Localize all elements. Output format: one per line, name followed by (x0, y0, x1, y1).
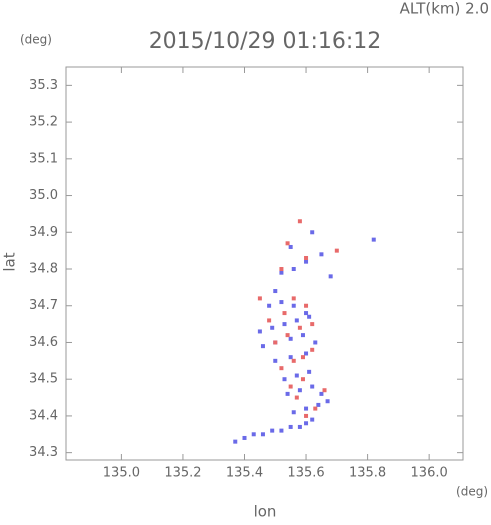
y-unit: (deg) (20, 33, 52, 47)
radar-point (279, 428, 284, 433)
radar-point (288, 384, 293, 389)
radar-point (304, 351, 309, 356)
radar-point (307, 314, 312, 319)
radar-point (307, 369, 312, 374)
radar-point (304, 311, 309, 316)
radar-point (297, 325, 302, 330)
radar-point (260, 344, 265, 349)
radar-point (279, 270, 284, 275)
radar-point (310, 230, 315, 235)
x-axis-label: lon (254, 503, 277, 521)
y-tick-label: 35.0 (29, 188, 58, 203)
y-tick-label: 34.7 (29, 298, 58, 313)
radar-point (300, 333, 305, 338)
x-tick-label: 135.6 (287, 466, 324, 481)
radar-point (319, 391, 324, 396)
y-axis-label: lat (1, 252, 19, 271)
radar-point (334, 248, 339, 253)
x-tick-label: 135.8 (349, 466, 386, 481)
radar-point (285, 391, 290, 396)
radar-point (273, 358, 278, 363)
radar-point (282, 322, 287, 327)
radar-point (279, 300, 284, 305)
y-tick-label: 34.4 (29, 408, 58, 423)
radar-point (288, 244, 293, 249)
radar-point (319, 252, 324, 257)
radar-point (291, 410, 296, 415)
radar-point (304, 259, 309, 264)
radar-point (322, 388, 327, 393)
radar-point (270, 428, 275, 433)
radar-point (316, 402, 321, 407)
radar-point (257, 329, 262, 334)
radar-point (294, 373, 299, 378)
radar-point (257, 296, 262, 301)
radar-point (310, 417, 315, 422)
radar-point (233, 439, 238, 444)
radar-point (325, 399, 330, 404)
radar-point (297, 424, 302, 429)
radar-point (291, 303, 296, 308)
radar-point (304, 413, 309, 418)
radar-point (285, 333, 290, 338)
chart-title: 2015/10/29 01:16:12 (149, 29, 382, 54)
radar-point (273, 289, 278, 294)
radar-point (294, 395, 299, 400)
y-tick-label: 35.1 (29, 151, 58, 166)
radar-point (304, 406, 309, 411)
radar-point (310, 384, 315, 389)
radar-point (371, 237, 376, 242)
radar-point (304, 255, 309, 260)
radar-point (251, 432, 256, 437)
radar-point (288, 355, 293, 360)
radar-point (260, 432, 265, 437)
altitude-label: ALT(km) 2.0 (400, 0, 489, 18)
radar-point (267, 303, 272, 308)
radar-point (288, 424, 293, 429)
y-tick-label: 34.8 (29, 262, 58, 277)
radar-point (282, 377, 287, 382)
plot-frame (65, 66, 464, 461)
y-tick-label: 34.5 (29, 372, 58, 387)
radar-point (242, 435, 247, 440)
radar-point (297, 219, 302, 224)
y-tick-label: 34.3 (29, 445, 58, 460)
radar-point (291, 358, 296, 363)
x-tick-label: 135.2 (164, 466, 201, 481)
radar-point (282, 311, 287, 316)
radar-point (313, 340, 318, 345)
radar-point (279, 366, 284, 371)
radar-point (291, 267, 296, 272)
radar-point (279, 267, 284, 272)
radar-point (297, 388, 302, 393)
radar-point (270, 325, 275, 330)
radar-point (285, 241, 290, 246)
radar-point (294, 318, 299, 323)
y-tick-label: 35.2 (29, 115, 58, 130)
y-tick-label: 34.6 (29, 335, 58, 350)
radar-point (288, 336, 293, 341)
y-tick-label: 35.3 (29, 78, 58, 93)
radar-point (273, 340, 278, 345)
radar-point (310, 322, 315, 327)
radar-point (328, 274, 333, 279)
radar-point (313, 406, 318, 411)
radar-point (300, 355, 305, 360)
radar-point (300, 377, 305, 382)
x-tick-label: 135.4 (226, 466, 263, 481)
y-tick-label: 34.9 (29, 225, 58, 240)
radar-point (310, 347, 315, 352)
radar-point (267, 318, 272, 323)
x-unit: (deg) (456, 485, 488, 499)
x-tick-label: 136.0 (411, 466, 448, 481)
radar-point (304, 421, 309, 426)
radar-point (291, 296, 296, 301)
x-tick-label: 135.0 (103, 466, 140, 481)
radar-point (304, 303, 309, 308)
